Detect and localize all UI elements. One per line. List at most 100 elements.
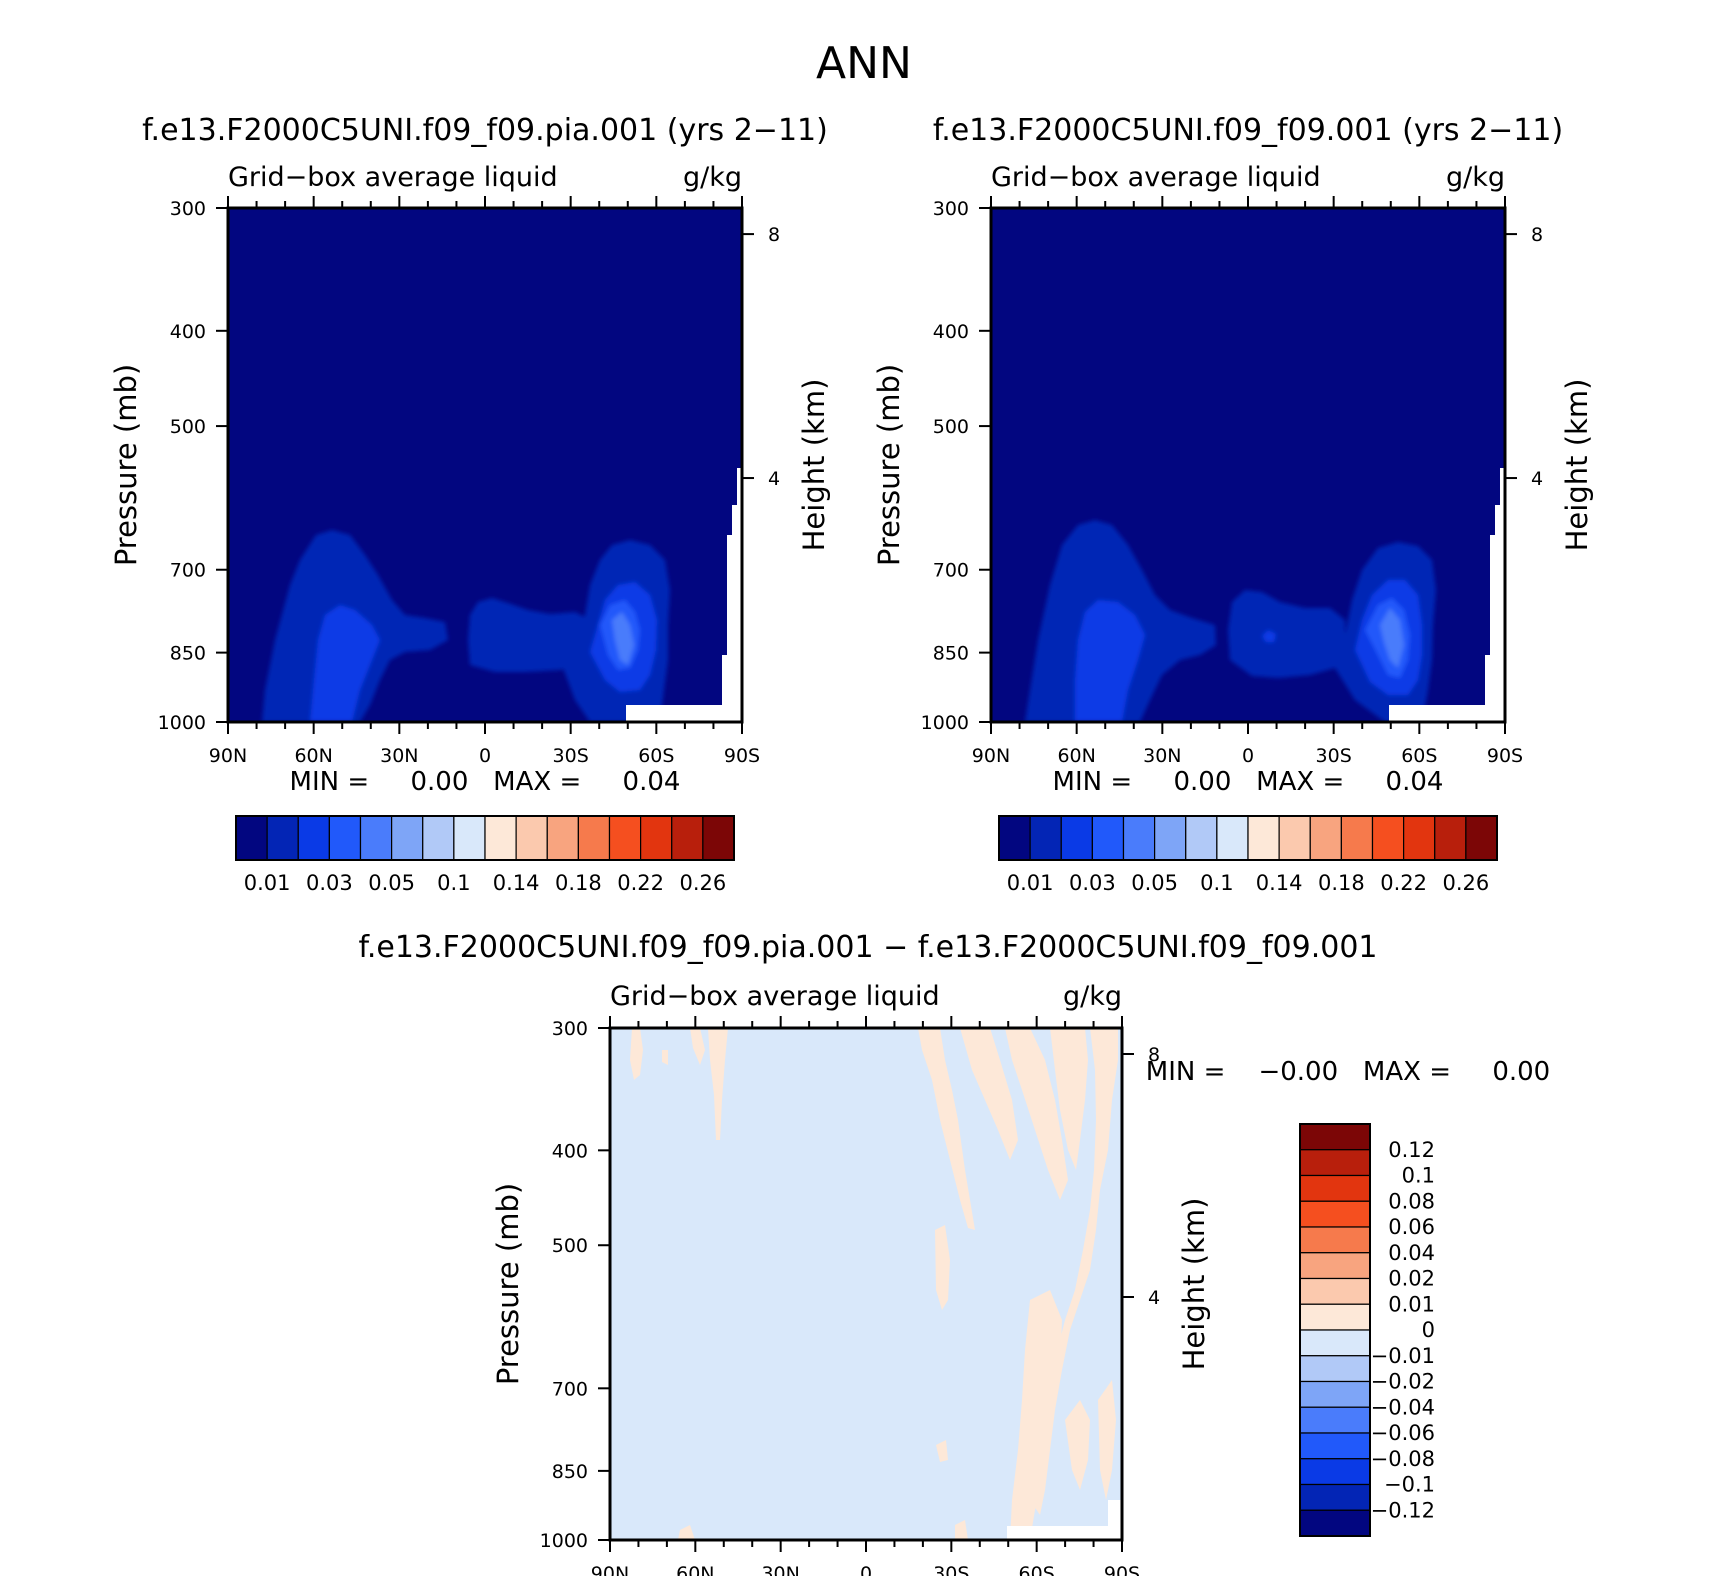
y-tick-label: 850 [170, 643, 206, 665]
y-right-tick-label: 4 [768, 468, 780, 490]
x-tick-label: 60N [294, 745, 332, 767]
colorbar-swatch [328, 815, 362, 861]
colorbar-label: 0.01 [244, 871, 291, 895]
x-tick-label: 60N [1057, 745, 1095, 767]
x-tick-label: 90N [972, 745, 1010, 767]
colorbar-swatch [1278, 815, 1311, 861]
panel-diff-axes: 90N 60N 30N 0 30S 60S 90S 300 400 500 700 850 1000 8 4… [491, 1016, 1211, 1576]
colorbar-swatch [484, 815, 517, 861]
colorbar-label: 0.14 [493, 871, 540, 895]
colorbar-label: −0.02 [1371, 1370, 1435, 1394]
panel-b-colorbar: 0.01 0.03 0.05 0.1 0.14 0.18 0.22 0.26 [998, 815, 1498, 895]
colorbar-label: −0.06 [1371, 1421, 1435, 1445]
colorbar-label: −0.04 [1371, 1395, 1435, 1419]
y-right-tick-label: 8 [1531, 224, 1543, 246]
figure-title: ANN [816, 38, 912, 89]
colorbar-swatch [1122, 815, 1156, 861]
colorbar-label: 0.22 [1380, 871, 1427, 895]
colorbar-swatch [235, 815, 268, 861]
panel-diff-missing-region [1007, 1526, 1122, 1540]
colorbar-swatch [1091, 815, 1125, 861]
y-tick-label: 850 [933, 643, 969, 665]
colorbar-swatch [1434, 815, 1467, 861]
panel-b-missing-region [1389, 468, 1505, 722]
y-axis-title: Pressure (mb) [491, 1183, 525, 1385]
x-tick-label: 90S [724, 745, 760, 767]
panel-a-field-label: Grid−box average liquid [228, 162, 558, 193]
colorbar-swatch [1299, 1174, 1371, 1202]
y-axis-title: Pressure (mb) [872, 364, 906, 566]
y-right-tick-label: 4 [1148, 1287, 1160, 1309]
colorbar-swatch [1154, 815, 1187, 861]
y-tick-label: 400 [933, 321, 969, 343]
panel-b-subtropical-level1 [1228, 590, 1345, 678]
y-axis-right-title: Height (km) [797, 379, 831, 552]
x-tick-label: 0 [479, 745, 491, 767]
panel-b-axes: 90N 60N 30N 0 30S 60S 90S 300 400 500 700 850 1000 8 4… [872, 196, 1594, 767]
panel-diff-field [610, 1028, 1122, 1540]
x-tick-label: 0 [1242, 745, 1254, 767]
y-tick-label: 1000 [921, 712, 969, 734]
colorbar-swatch [577, 815, 611, 861]
y-tick-label: 850 [552, 1461, 588, 1483]
colorbar-label: 0.01 [1007, 871, 1054, 895]
colorbar-swatch [1309, 815, 1342, 861]
colorbar-swatch [1060, 815, 1093, 861]
colorbar-swatch [1185, 815, 1218, 861]
colorbar-label: 0.22 [617, 871, 664, 895]
panel-diff-colorbar: 0.120.10.080.060.040.020.010−0.01−0.02−0… [1299, 1123, 1435, 1537]
colorbar-swatch [1029, 815, 1062, 861]
y-tick-label: 300 [552, 1018, 588, 1040]
panel-a: f.e13.F2000C5UNI.f09_f09.pia.001 (yrs 2−… [109, 113, 831, 895]
x-tick-label: 30N [1143, 745, 1181, 767]
colorbar-swatch [608, 815, 642, 861]
panel-a-min-max: MIN = 0.00 MAX = 0.04 [290, 767, 681, 797]
colorbar-label: 0.05 [368, 871, 415, 895]
colorbar-swatch [1299, 1380, 1371, 1408]
x-tick-label: 30N [761, 1563, 799, 1576]
panel-b-subtropical-level2 [1262, 630, 1276, 642]
y-axis-title: Pressure (mb) [109, 364, 143, 566]
colorbar-swatch [1299, 1303, 1371, 1331]
panel-b-field-label: Grid−box average liquid [991, 162, 1321, 193]
y-tick-label: 700 [170, 560, 206, 582]
x-tick-label: 60S [1019, 1563, 1055, 1576]
colorbar-label: 0.04 [1388, 1241, 1435, 1265]
colorbar-label: −0.08 [1371, 1447, 1435, 1471]
panel-a-field [228, 208, 742, 722]
colorbar-swatch [1299, 1226, 1371, 1254]
panel-diff-positive-patches [630, 1028, 1118, 1540]
panel-a-missing-region [626, 468, 742, 722]
y-tick-label: 300 [170, 198, 206, 220]
panel-b-case-title: f.e13.F2000C5UNI.f09_f09.001 (yrs 2−11) [933, 113, 1563, 148]
panel-b-min-max: MIN = 0.00 MAX = 0.04 [1053, 767, 1444, 797]
x-tick-label: 30S [553, 745, 589, 767]
y-tick-label: 1000 [158, 712, 206, 734]
panel-diff-field-label: Grid−box average liquid [610, 981, 940, 1012]
y-tick-label: 500 [552, 1235, 588, 1257]
y-tick-label: 700 [552, 1378, 588, 1400]
colorbar-swatch [1299, 1483, 1371, 1511]
colorbar-label: 0.08 [1388, 1189, 1435, 1213]
colorbar-swatch [671, 815, 704, 861]
x-tick-label: 30S [1316, 745, 1352, 767]
panel-a-subtropical-level1 [468, 598, 595, 672]
y-axis-right-title: Height (km) [1560, 379, 1594, 552]
colorbar-label: 0.1 [437, 871, 470, 895]
colorbar-label: −0.01 [1371, 1344, 1435, 1368]
panel-diff-units: g/kg [1063, 981, 1122, 1012]
colorbar-label: 0.03 [1069, 871, 1116, 895]
colorbar-label: 0.18 [1318, 871, 1365, 895]
colorbar-swatch [1299, 1149, 1371, 1177]
colorbar-label: 0.26 [679, 871, 726, 895]
panel-diff: f.e13.F2000C5UNI.f09_f09.pia.001 − f.e13… [358, 930, 1550, 1576]
panel-b-nh-level2 [1075, 600, 1145, 722]
colorbar-label: 0.26 [1442, 871, 1489, 895]
x-tick-label: 90N [209, 745, 247, 767]
colorbar-swatch [1299, 1432, 1371, 1460]
panel-a-nh-level2 [310, 605, 380, 722]
panel-a-colorbar: 0.01 0.03 0.05 0.1 0.14 0.18 0.22 0.26 [235, 815, 735, 895]
y-tick-label: 500 [933, 416, 969, 438]
y-right-tick-label: 4 [1531, 468, 1543, 490]
